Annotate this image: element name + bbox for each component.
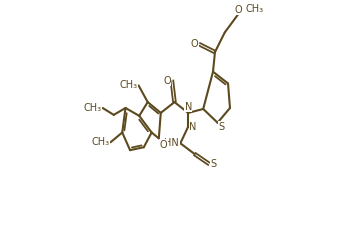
Text: CH₃: CH₃	[246, 4, 264, 14]
Text: CH₃: CH₃	[83, 103, 102, 113]
Text: HN: HN	[164, 138, 179, 148]
Text: CH₃: CH₃	[119, 80, 137, 90]
Text: O: O	[234, 5, 242, 15]
Text: N: N	[189, 122, 197, 132]
Text: S: S	[219, 122, 225, 132]
Text: O: O	[163, 76, 171, 85]
Text: O: O	[160, 140, 168, 149]
Text: N: N	[185, 102, 192, 112]
Text: CH₃: CH₃	[91, 137, 109, 147]
Text: S: S	[210, 159, 216, 169]
Text: O: O	[191, 39, 198, 49]
